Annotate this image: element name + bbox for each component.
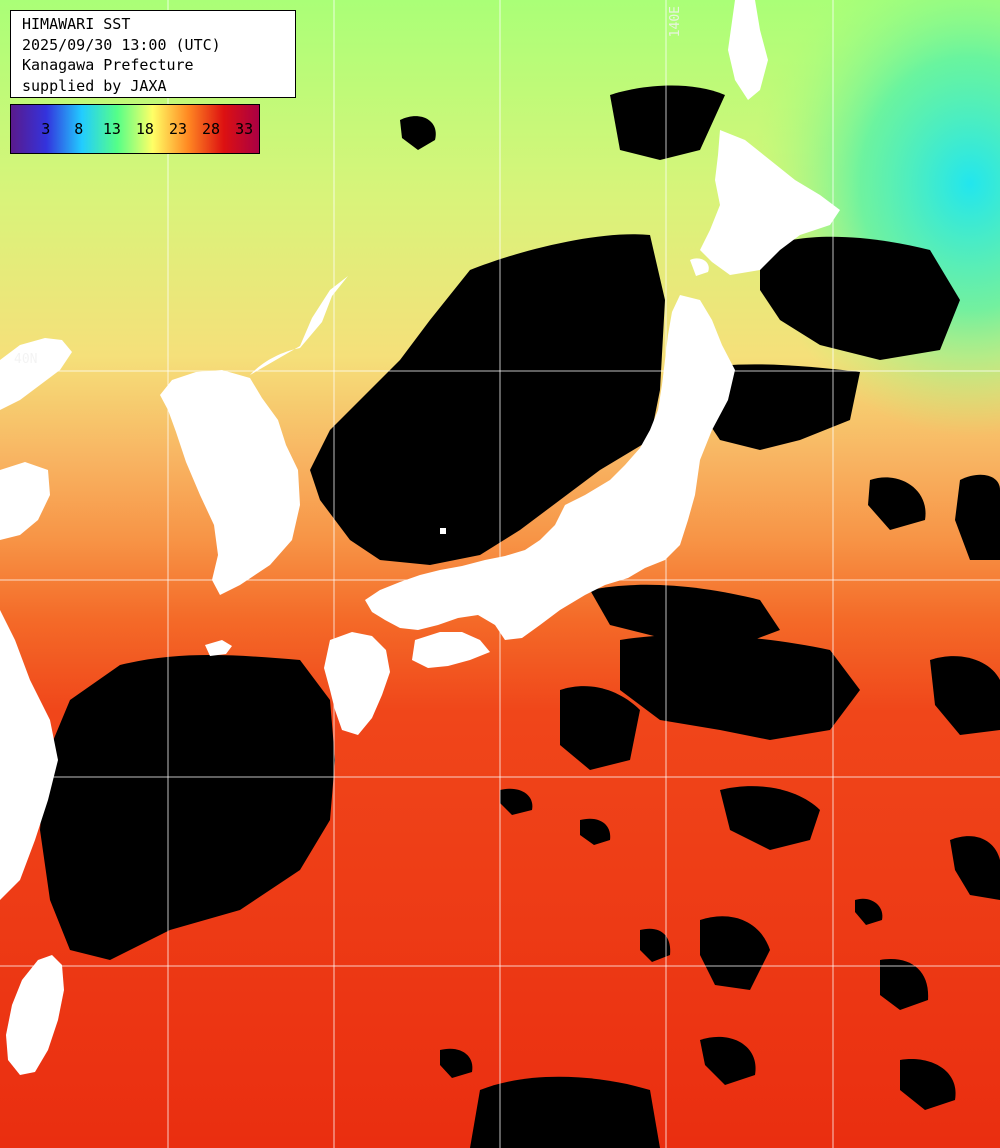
legend-ticks: 3 8 13 18 23 28 33	[11, 105, 259, 153]
legend-tick-label: 23	[168, 120, 188, 138]
info-box: HIMAWARI SST 2025/09/30 13:00 (UTC) Kana…	[10, 10, 296, 98]
legend-tick-label: 33	[235, 120, 254, 138]
honshu	[365, 295, 735, 640]
latitude-label: 40N	[14, 352, 38, 367]
legend-tick-label: 8	[74, 120, 84, 138]
land	[0, 0, 840, 1075]
longitude-label: 140E	[668, 6, 683, 38]
data-credit: supplied by JAXA	[22, 76, 167, 95]
legend-tick-label: 18	[135, 120, 154, 138]
legend-tick-label: 3	[41, 120, 51, 138]
taiwan	[6, 955, 64, 1075]
region-name: Kanagawa Prefecture	[22, 56, 194, 74]
legend-tick-label: 28	[202, 120, 221, 138]
temperature-legend: 3 8 13 18 23 28 33	[10, 104, 260, 154]
product-title: HIMAWARI SST	[22, 15, 131, 33]
legend-tick-label: 13	[102, 120, 121, 138]
observation-datetime: 2025/09/30 13:00 (UTC)	[22, 35, 221, 54]
